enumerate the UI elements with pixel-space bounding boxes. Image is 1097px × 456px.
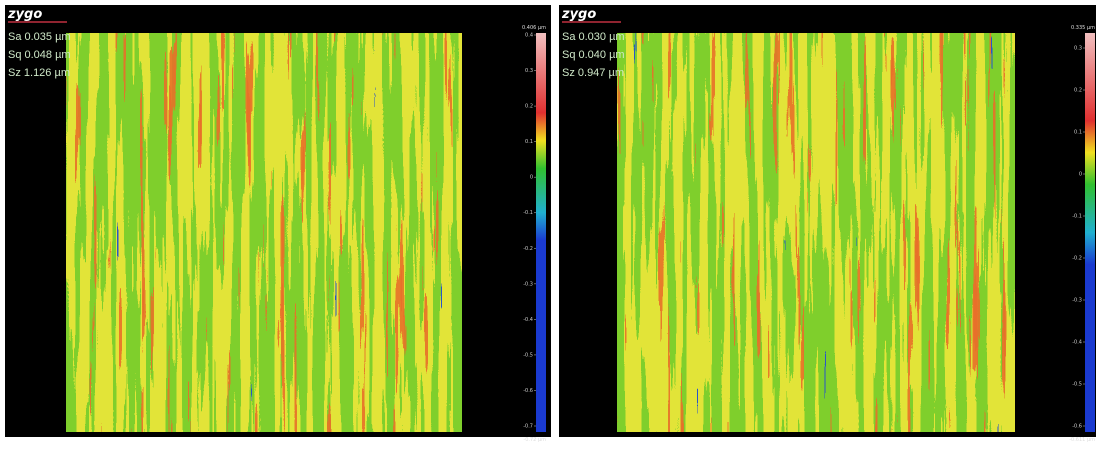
scale-tick: -0.3 — [1072, 298, 1082, 304]
scale-tick: 0 — [530, 175, 533, 181]
scale-min: -0.72 µm — [523, 437, 546, 443]
scale-tick: 0.2 — [525, 104, 533, 110]
scale-tick: 0.1 — [525, 139, 533, 145]
surface-texture — [617, 33, 1015, 432]
color-bar — [536, 33, 546, 432]
scale-max: 0.335 µm — [1071, 25, 1095, 31]
scale-tick: -0.4 — [523, 317, 533, 323]
stat: Sz 0.947 µm — [562, 67, 624, 79]
scale-min: -0.611 µm — [1069, 437, 1095, 443]
scale-tick: -0.2 — [1072, 256, 1082, 262]
stat: Sa 0.035 µm — [8, 31, 71, 43]
stat: Sz 1.126 µm — [8, 67, 70, 79]
scale-tick: 0.4 — [525, 33, 533, 39]
scale-tick: -0.3 — [523, 281, 533, 287]
logo: zygo — [7, 7, 42, 22]
stat: Sq 0.048 µm — [8, 49, 71, 61]
scale-max: 0.406 µm — [522, 25, 546, 31]
surface-texture — [66, 33, 462, 432]
scale-tick: 0.3 — [1074, 46, 1082, 52]
scale-tick: 0 — [1079, 172, 1082, 178]
scale-tick: -0.5 — [523, 352, 533, 358]
scale-tick: -0.7 — [523, 424, 533, 430]
stat: Sa 0.030 µm — [562, 31, 625, 43]
scale-tick: -0.1 — [1072, 214, 1082, 220]
scale-tick: 0.2 — [1074, 88, 1082, 94]
scale-tick: 0.3 — [525, 68, 533, 74]
logo: zygo — [561, 7, 596, 22]
scale-tick: -0.6 — [1072, 424, 1082, 430]
scale-tick: -0.5 — [1072, 382, 1082, 388]
scale-tick: 0.1 — [1074, 130, 1082, 136]
scale-tick: -0.2 — [523, 246, 533, 252]
scale-tick: -0.1 — [523, 210, 533, 216]
scale-tick: -0.6 — [523, 388, 533, 394]
stat: Sq 0.040 µm — [562, 49, 625, 61]
scale-tick: -0.4 — [1072, 340, 1082, 346]
color-bar — [1085, 33, 1095, 432]
